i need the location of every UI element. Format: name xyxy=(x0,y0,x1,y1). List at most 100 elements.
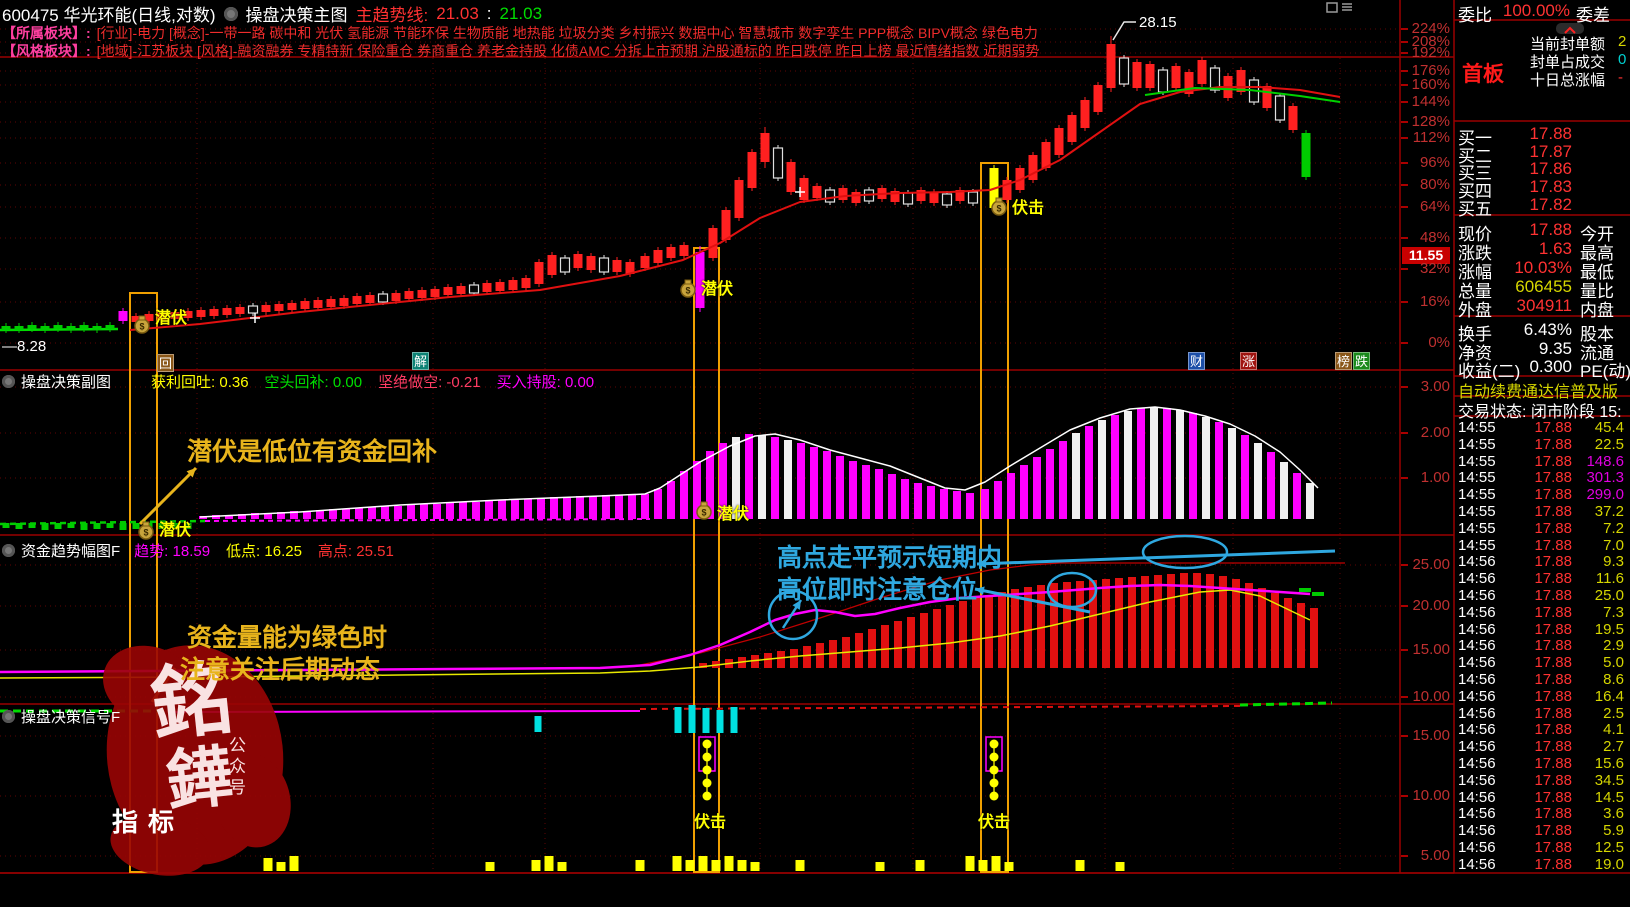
sub-axis-label: 10.00 xyxy=(1412,787,1450,804)
chevron-badge-icon[interactable] xyxy=(223,6,238,21)
tape-cell: 299.0 xyxy=(1586,486,1624,504)
tape-cell: 17.88 xyxy=(1534,486,1572,504)
quote-label: 外盘 xyxy=(1458,301,1492,320)
percent-axis-label: 48% xyxy=(1419,229,1450,246)
event-badge-解[interactable]: 解 xyxy=(412,352,429,370)
tape-cell: 14:56 xyxy=(1458,570,1496,588)
sector-block-row[interactable]: 【所属板块】: [行业]-电力 [概念]-一带一路 碳中和 光伏 氢能源 节能环… xyxy=(2,23,1038,43)
style-block-row[interactable]: 【风格板块】: [地域]-江苏板块 [风格]-融资融券 专精特新 保险重仓 券商… xyxy=(2,41,1039,61)
lock-row-label: 封单占成交 xyxy=(1530,54,1606,71)
signal-label-潜伏: 潜伏 xyxy=(701,281,734,298)
pane4-header[interactable]: 操盘决策信号F xyxy=(2,706,120,727)
tape-cell: 9.3 xyxy=(1603,553,1624,571)
tape-cell: 17.88 xyxy=(1534,536,1572,554)
quote-label-2: 最低 xyxy=(1580,263,1614,282)
signal-label-伏击: 伏击 xyxy=(694,814,727,831)
percent-axis-label: 192% xyxy=(1411,44,1450,61)
tape-row: 14:56 17.88 8.6 xyxy=(1456,671,1628,688)
event-badge-涨[interactable]: 涨 xyxy=(1240,352,1257,370)
annotation-fund-note-line1: 资金量能为绿色时 xyxy=(187,624,388,652)
lock-row-label: 当前封单额 xyxy=(1530,36,1606,53)
tape-row: 14:55 17.88 301.3 xyxy=(1456,469,1628,486)
indicator-field: 低点: 16.25 xyxy=(226,543,302,560)
tape-cell: 5.0 xyxy=(1603,654,1624,672)
tape-cell: 14:56 xyxy=(1458,687,1496,705)
seal-bottom-text: 指标 xyxy=(112,807,185,837)
tape-cell: 3.6 xyxy=(1603,805,1624,823)
tape-row: 14:56 17.88 11.6 xyxy=(1456,570,1628,587)
event-badge-榜[interactable]: 榜 xyxy=(1335,352,1352,370)
tape-cell: 14:55 xyxy=(1458,486,1496,504)
trend-value-1: 21.03 xyxy=(436,3,479,23)
buy-level-price: 17.88 xyxy=(1529,124,1572,143)
tape-cell: 19.5 xyxy=(1594,620,1624,638)
main-chart-label[interactable]: 操盘决策主图 xyxy=(245,6,348,25)
tape-cell: 14:56 xyxy=(1458,704,1496,722)
tape-row: 14:56 17.88 19.0 xyxy=(1456,856,1628,873)
tape-cell: 14:56 xyxy=(1458,671,1496,688)
style-block-content[interactable]: [地域]-江苏板块 [风格]-融资融券 专精特新 保险重仓 券商重仓 养老金持股… xyxy=(96,43,1040,59)
percent-axis-label: 16% xyxy=(1419,293,1450,310)
tape-cell: 14:55 xyxy=(1458,536,1496,554)
quote-label-2: 量比 xyxy=(1580,282,1614,301)
signal-label-伏击: 伏击 xyxy=(978,814,1011,831)
event-badge-跌[interactable]: 跌 xyxy=(1353,352,1370,370)
percent-axis-label: 128% xyxy=(1411,113,1450,130)
pane4-title[interactable]: 操盘决策信号F xyxy=(21,709,121,726)
pane2-header[interactable]: 操盘决策副图 获利回吐: 0.36 空头回补: 0.00 坚绝做空: -0.21 买入… xyxy=(2,371,594,392)
tape-cell: 14:56 xyxy=(1458,788,1496,806)
tape-cell: 19.0 xyxy=(1594,855,1624,873)
event-badge-回[interactable]: 回 xyxy=(157,354,174,372)
info-label: 收益(二) xyxy=(1458,362,1521,382)
tape-cell: 17.88 xyxy=(1534,553,1572,571)
tape-cell: 2.5 xyxy=(1603,704,1624,722)
percent-axis-label: 224% xyxy=(1411,20,1450,37)
quote-label: 涨幅 xyxy=(1458,263,1492,282)
tape-cell: 14:55 xyxy=(1458,452,1496,470)
tape-cell: 14:55 xyxy=(1458,435,1496,453)
sub-axis-label: 3.00 xyxy=(1420,378,1450,395)
quote-label: 涨跌 xyxy=(1458,244,1492,263)
tape-cell: 17.88 xyxy=(1534,452,1572,470)
pane2-title[interactable]: 操盘决策副图 xyxy=(21,374,112,391)
pane3-title[interactable]: 资金趋势幅图F xyxy=(21,543,121,560)
tape-row: 14:56 17.88 2.5 xyxy=(1456,705,1628,722)
sub-axis-label: 15.00 xyxy=(1412,727,1450,744)
tape-row: 14:56 17.88 4.1 xyxy=(1456,721,1628,738)
tape-row: 14:56 17.88 2.9 xyxy=(1456,637,1628,654)
sector-block-content[interactable]: [行业]-电力 [概念]-一带一路 碳中和 光伏 氢能源 节能环保 生物质能 地… xyxy=(96,25,1038,41)
tape-row: 14:56 17.88 19.5 xyxy=(1456,621,1628,638)
stock-title[interactable]: 600475 华光环能(日线,对数) xyxy=(2,6,216,25)
tape-row: 14:56 17.88 25.0 xyxy=(1456,587,1628,604)
tape-cell: 45.4 xyxy=(1594,419,1624,436)
tape-cell: 25.0 xyxy=(1594,587,1624,604)
annotation-fund-note-line2: 注意关注后期动态 xyxy=(180,656,381,684)
tape-cell: 37.2 xyxy=(1594,503,1624,520)
tape-cell: 17.88 xyxy=(1534,469,1572,487)
event-badge-财[interactable]: 财 xyxy=(1188,352,1205,370)
signal-label-潜伏: 潜伏 xyxy=(717,506,750,523)
buy-level-price: 17.83 xyxy=(1529,177,1572,197)
tape-row: 14:55 17.88 7.0 xyxy=(1456,537,1628,554)
buy-level-price: 17.82 xyxy=(1529,194,1572,214)
tape-cell: 14:56 xyxy=(1458,637,1496,655)
collapse-pill[interactable] xyxy=(1556,23,1584,34)
seal-side-text: 公众号 xyxy=(226,736,245,799)
tape-row: 14:56 17.88 14.5 xyxy=(1456,789,1628,806)
pane3-values: 趋势: 18.59 低点: 16.25 高点: 25.51 xyxy=(134,540,394,561)
tape-cell: 14:56 xyxy=(1458,587,1496,604)
renew-banner[interactable]: 自动续费通达信普及版 xyxy=(1458,384,1619,401)
info-value: 9.35 xyxy=(1538,338,1572,358)
tape-cell: 15.6 xyxy=(1594,755,1624,772)
info-label-2: 股本 xyxy=(1580,325,1614,344)
tape-cell: 17.88 xyxy=(1534,519,1572,537)
tape-row: 14:56 17.88 12.5 xyxy=(1456,839,1628,856)
buy-level-label: 买四 xyxy=(1458,182,1492,202)
info-label-2: 流通 xyxy=(1580,343,1614,363)
tape-cell: 17.88 xyxy=(1534,637,1572,655)
pane3-header[interactable]: 资金趋势幅图F 趋势: 18.59 低点: 16.25 高点: 25.51 xyxy=(2,540,394,561)
indicator-field: 趋势: 18.59 xyxy=(134,543,211,560)
tape-cell: 22.5 xyxy=(1594,435,1624,453)
percent-axis-label: 208% xyxy=(1411,33,1450,50)
